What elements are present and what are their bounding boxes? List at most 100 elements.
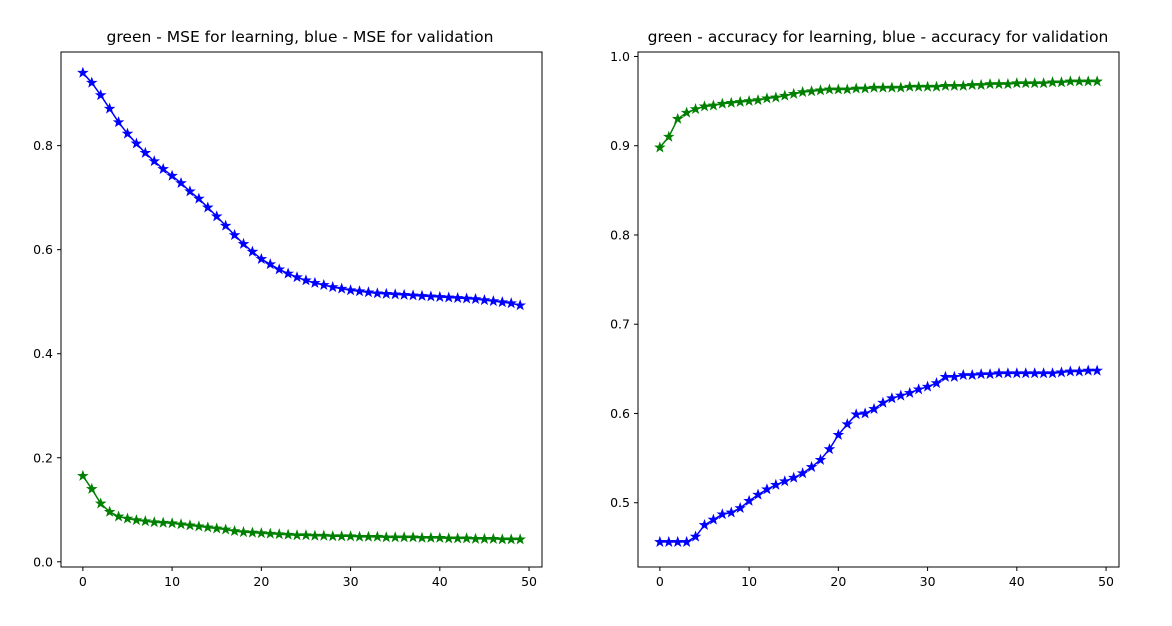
mse-series-1-point — [460, 532, 473, 544]
accuracy-series-0-point — [859, 82, 871, 94]
accuracy-series-0-point — [1091, 75, 1103, 87]
mse-series-0-point — [469, 292, 482, 305]
mse-series-0-point — [442, 291, 455, 303]
accuracy-series-1-point — [1055, 366, 1068, 378]
mse-x-tick-label: 20 — [253, 574, 269, 589]
accuracy-series-1-point — [761, 483, 773, 495]
mse-series-0-point — [121, 127, 134, 139]
mse-plot-frame — [60, 51, 543, 568]
accuracy-series-1-point — [868, 402, 880, 414]
accuracy-y-tick-label: 0.6 — [610, 406, 630, 421]
accuracy-series-1-point — [859, 407, 871, 419]
accuracy-series-0-point — [1037, 77, 1050, 89]
mse-series-1-point — [344, 530, 357, 542]
mse-series-1-point — [166, 517, 178, 529]
mse-series-0-point — [77, 66, 89, 78]
mse-series-0-point — [139, 146, 152, 158]
accuracy-series-1-point — [734, 501, 746, 514]
accuracy-series-0-point — [698, 100, 711, 112]
accuracy-series-1-point — [912, 383, 925, 395]
mse-series-0-point — [300, 274, 312, 286]
mse-series-1-point — [228, 525, 241, 537]
mse-series-1-point — [157, 516, 169, 528]
mse-series-1-point — [219, 523, 232, 535]
accuracy-series-1-point — [903, 386, 916, 398]
mse-y-tick-label: 0.2 — [33, 450, 53, 465]
mse-series-1-point — [77, 469, 89, 481]
mse-series-0-point — [237, 237, 250, 249]
mse-series-1-point — [94, 497, 107, 509]
mse-x-tick-label: 50 — [521, 574, 537, 589]
accuracy-series-0-point — [778, 89, 791, 101]
accuracy-series-0-point — [796, 86, 809, 98]
mse-series-0-point — [112, 116, 125, 128]
accuracy-series-1-point — [1091, 364, 1103, 376]
mse-series-0-point — [335, 282, 348, 294]
accuracy-series-1-point — [770, 478, 782, 490]
accuracy-series-1-point — [841, 418, 854, 430]
accuracy-series-1-point — [778, 475, 791, 487]
mse-series-1-point — [407, 531, 419, 543]
accuracy-series-1-point — [796, 467, 809, 479]
mse-chart: green - MSE for learning, blue - MSE for… — [33, 28, 543, 589]
mse-series-1-point — [121, 512, 134, 524]
accuracy-series-layer — [654, 75, 1103, 547]
mse-series-1-point — [112, 510, 125, 522]
mse-axis-ticks: 0 10 20 30 40 50 0.0 0.2 0.4 0.6 0.8 — [33, 138, 537, 589]
accuracy-series-1-point — [725, 506, 738, 518]
mse-series-0-point — [85, 76, 98, 88]
mse-series-0-point — [309, 276, 321, 288]
mse-series-0-point — [514, 299, 526, 311]
accuracy-series-1-point — [984, 368, 996, 380]
accuracy-series-1-point — [752, 488, 764, 500]
accuracy-series-1-point — [895, 389, 907, 401]
mse-series-0-point — [193, 192, 205, 204]
mse-series-0-point — [326, 281, 339, 293]
accuracy-series-0-point — [716, 97, 729, 109]
accuracy-series-1-point — [832, 428, 845, 440]
mse-x-tick-label: 40 — [432, 574, 448, 589]
mse-series-0-point — [148, 155, 161, 167]
mse-series-0-point — [416, 289, 428, 301]
mse-series-0-point — [282, 267, 294, 279]
accuracy-chart: green - accuracy for learning, blue - ac… — [610, 28, 1120, 589]
accuracy-series-1-point — [877, 396, 889, 408]
mse-y-tick-label: 0.0 — [33, 554, 53, 569]
mse-series-1-point — [434, 531, 446, 543]
mse-series-0-point — [157, 162, 169, 174]
mse-series-1-point — [139, 515, 152, 527]
mse-series-0-point — [407, 289, 419, 301]
accuracy-series-0-point — [671, 112, 684, 124]
accuracy-series-1-point — [805, 460, 818, 472]
mse-series-0-point — [219, 219, 232, 231]
mse-series-1-point — [282, 528, 294, 540]
mse-series-1-point — [103, 505, 116, 517]
mse-series-0-point — [434, 290, 446, 302]
accuracy-series-0-point — [1002, 78, 1014, 90]
accuracy-series-0-point — [707, 99, 720, 111]
accuracy-series-1-point — [1073, 365, 1086, 377]
mse-series-1-point — [130, 514, 143, 526]
accuracy-series-0-point — [734, 95, 746, 107]
accuracy-series-1-point — [930, 377, 943, 389]
accuracy-series-0-point — [895, 81, 907, 93]
accuracy-series-1-point — [948, 370, 961, 382]
mse-series-0-point — [487, 295, 500, 307]
accuracy-series-0-point — [680, 106, 693, 118]
accuracy-series-0-point — [761, 92, 773, 104]
mse-series-0-point — [496, 296, 509, 308]
accuracy-series-1-point — [689, 530, 702, 542]
mse-series-0-point — [264, 258, 277, 270]
accuracy-y-tick-label: 0.8 — [610, 227, 630, 242]
mse-series-1-point — [237, 526, 250, 538]
mse-series-0-point — [460, 292, 473, 304]
mse-series-0-point — [273, 263, 286, 275]
accuracy-x-tick-label: 10 — [741, 574, 757, 589]
mse-series-1-point — [246, 526, 259, 538]
mse-series-0-point — [451, 291, 464, 303]
mse-series-1-point — [300, 529, 312, 541]
accuracy-series-1-point — [823, 443, 836, 455]
accuracy-x-tick-label: 50 — [1098, 574, 1114, 589]
accuracy-series-0-point — [930, 80, 943, 92]
